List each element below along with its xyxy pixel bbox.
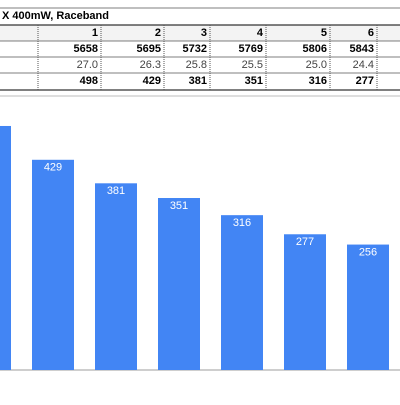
cell: 25.8 [186, 59, 207, 71]
bar [158, 198, 200, 370]
cell: 27.0 [77, 59, 98, 71]
column-header: 4 [257, 27, 264, 39]
table-title: X 400mW, Raceband [2, 10, 109, 22]
bar-label: 277 [296, 236, 314, 248]
bar [221, 215, 263, 370]
header-row-bg [0, 25, 400, 41]
cell: 5658 [74, 43, 98, 55]
cell: 5695 [137, 43, 161, 55]
column-header: 5 [321, 27, 327, 39]
cell: 381 [189, 75, 207, 87]
bar [284, 234, 326, 370]
cell: 25.5 [242, 59, 263, 71]
column-header: 3 [201, 27, 207, 39]
cell: 5806 [303, 43, 327, 55]
bar [0, 125, 11, 370]
cell: 351 [245, 75, 263, 87]
bar-label: 351 [170, 200, 188, 212]
cell: 5732 [183, 43, 207, 55]
bar-label: 316 [233, 217, 251, 229]
cell: 5769 [239, 43, 263, 55]
column-header: 1 [92, 27, 98, 39]
cell: 26.3 [140, 59, 161, 71]
cell: 277 [356, 75, 374, 87]
cell: 25.0 [306, 59, 327, 71]
bar [347, 244, 389, 370]
bar-label: 429 [44, 162, 62, 174]
cell: 498 [80, 75, 98, 87]
cell: 5843 [350, 43, 374, 55]
column-header: 2 [155, 27, 161, 39]
cell: 24.4 [353, 59, 374, 71]
bar-label: 381 [107, 185, 125, 197]
bar [32, 159, 74, 370]
bar [95, 183, 137, 370]
table-area [0, 0, 400, 92]
cell: 429 [143, 75, 161, 87]
cell: 316 [309, 75, 327, 87]
column-header: 6 [368, 27, 374, 39]
bar-label: 256 [359, 246, 377, 258]
